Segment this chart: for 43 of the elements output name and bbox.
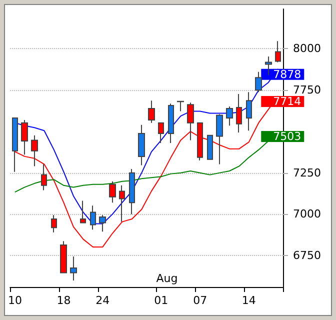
y-tick-label: 6750	[293, 249, 321, 262]
candlestick	[265, 56, 272, 76]
candlestick	[246, 92, 252, 132]
y-tick-label: 8000	[293, 42, 321, 56]
candlestick	[158, 122, 164, 144]
candlestick	[255, 71, 262, 93]
candlestick	[12, 118, 18, 172]
y-tick-label: 7000	[293, 208, 321, 221]
candlestick	[51, 214, 57, 233]
data-label: 7503	[273, 130, 302, 143]
candlestick	[109, 180, 116, 204]
candlestick	[70, 256, 77, 282]
candlestick	[236, 94, 242, 133]
candlestick	[226, 106, 233, 126]
x-tick-label: 24	[96, 294, 110, 307]
candlestick	[148, 100, 155, 124]
candlestick	[41, 164, 47, 191]
candlestick	[129, 168, 135, 215]
x-tick-label: 10	[8, 294, 22, 307]
x-tick-label: 14	[242, 294, 256, 307]
candlestick	[119, 184, 125, 222]
y-tick-label: 7750	[293, 84, 321, 97]
candlestick	[207, 134, 213, 160]
candlestick	[90, 205, 96, 230]
y-tick-label: 7250	[293, 166, 321, 180]
candlestick	[21, 120, 28, 156]
candlestick	[31, 134, 38, 167]
candlestick	[80, 200, 86, 224]
candlestick	[138, 124, 145, 166]
candlestick	[177, 100, 184, 112]
x-tick-label: 18	[56, 294, 71, 307]
candlestick	[60, 240, 67, 274]
data-label: 7878	[273, 68, 302, 81]
candlestick	[216, 114, 223, 165]
candlestick	[275, 40, 281, 63]
candlestick	[197, 122, 203, 161]
x-tick-label: 01	[154, 294, 168, 307]
candlestick	[99, 214, 106, 232]
data-label: 7714	[273, 95, 302, 108]
candlestick	[168, 103, 174, 144]
annotation: Aug	[156, 272, 178, 285]
x-tick-label: 07	[193, 294, 208, 307]
candlestick	[187, 102, 194, 141]
